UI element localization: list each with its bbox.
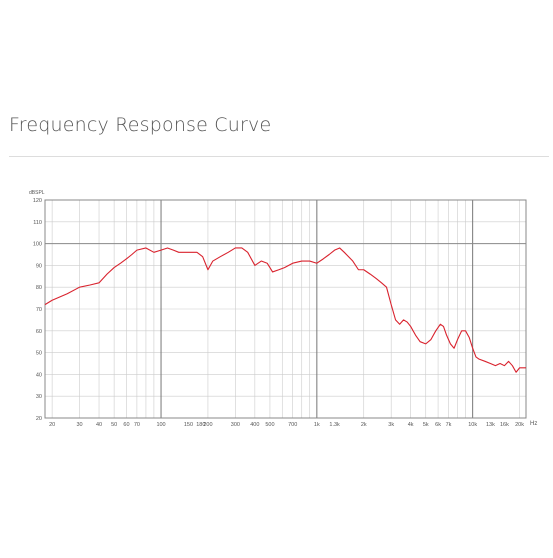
x-tick-label: 300 — [231, 422, 240, 428]
x-tick-label: 7k — [446, 422, 452, 428]
x-tick-label: 20k — [515, 422, 524, 428]
y-tick-label: 50 — [36, 351, 42, 357]
x-tick-label: 180 — [196, 422, 205, 428]
y-tick-labels: 20 30 40 50 60 70 80 90 100 110 120 — [33, 198, 42, 422]
x-tick-label: 1.3k — [329, 422, 340, 428]
grid-major — [45, 200, 526, 418]
y-tick-label: 40 — [36, 372, 42, 378]
x-tick-label: 70 — [134, 422, 140, 428]
y-tick-label: 60 — [36, 329, 42, 335]
x-tick-label: 20 — [49, 422, 55, 428]
y-tick-label: 30 — [36, 394, 42, 400]
y-tick-label: 90 — [36, 263, 42, 269]
plot-frame — [44, 199, 527, 419]
x-tick-label: 150 — [184, 422, 193, 428]
series-line — [44, 247, 526, 373]
y-tick-label: 110 — [33, 220, 42, 226]
section-divider — [9, 156, 549, 157]
grid-minor — [45, 199, 526, 419]
y-tick-label: 120 — [33, 198, 42, 204]
x-tick-label: 60 — [123, 422, 129, 428]
y-axis-label: dBSPL — [29, 190, 45, 196]
x-tick-label: 1k — [314, 422, 320, 428]
y-tick-label: 20 — [36, 416, 42, 422]
x-axis-unit-label: Hz — [530, 421, 537, 427]
x-tick-label: 10k — [468, 422, 477, 428]
x-tick-label: 400 — [250, 422, 259, 428]
x-tick-label: 16k — [500, 422, 509, 428]
x-tick-label: 3k — [388, 422, 394, 428]
y-tick-label: 100 — [33, 242, 42, 248]
series-layer — [44, 247, 526, 373]
x-tick-label: 13k — [486, 422, 495, 428]
x-tick-label: 40 — [96, 422, 102, 428]
section-title: Frequency Response Curve — [9, 114, 272, 136]
x-tick-label: 6k — [435, 422, 441, 428]
x-tick-label: 30 — [77, 422, 83, 428]
x-tick-label: 2k — [361, 422, 367, 428]
x-tick-label: 700 — [288, 422, 297, 428]
x-tick-label: 200 — [203, 422, 212, 428]
x-tick-label: 500 — [265, 422, 274, 428]
x-tick-label: 4k — [408, 422, 414, 428]
y-tick-label: 80 — [36, 285, 42, 291]
y-tick-label: 70 — [36, 307, 42, 313]
x-tick-label: 5k — [423, 422, 429, 428]
x-tick-label: 100 — [156, 422, 165, 428]
x-tick-label: 50 — [111, 422, 117, 428]
